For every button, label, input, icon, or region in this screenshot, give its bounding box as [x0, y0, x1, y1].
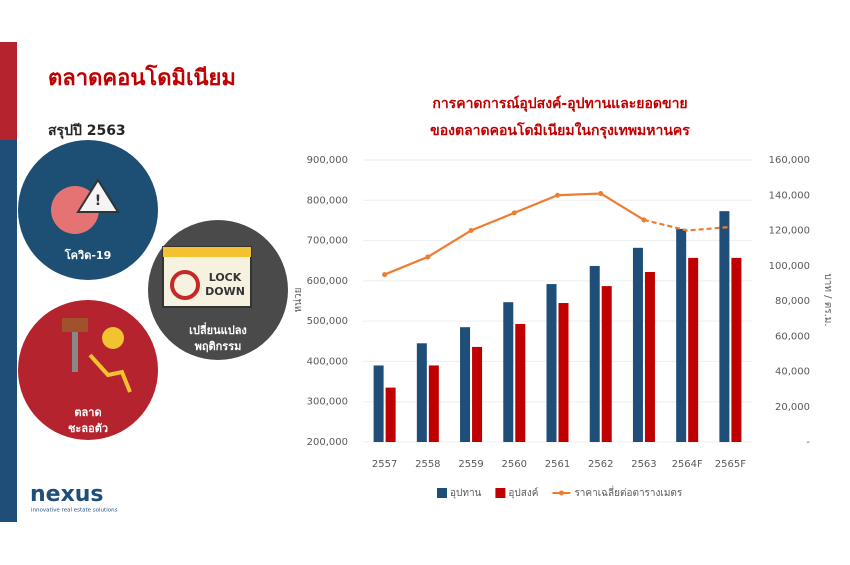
x-tick-label: 2562	[588, 459, 613, 470]
x-tick-label: 2558	[415, 459, 440, 470]
topic-label: ชะลอตัว	[68, 422, 108, 435]
legend-swatch	[437, 488, 447, 498]
y2-tick-label: 100,000	[769, 261, 810, 272]
x-tick-label: 2564F	[672, 459, 703, 470]
y2-tick-label: -	[806, 437, 810, 448]
topic-label: เปลี่ยนแปลง	[189, 322, 247, 337]
bar	[558, 303, 569, 442]
x-tick-label: 2559	[458, 459, 483, 470]
y-tick-label: 700,000	[307, 236, 348, 247]
chart-title: การคาดการณ์อุปสงค์-อุปทานและยอดขาย	[432, 95, 687, 112]
accent-bar	[0, 42, 17, 140]
gavel-icon	[62, 318, 88, 332]
bar	[644, 271, 655, 442]
bar	[601, 286, 612, 442]
lockdown-sign	[170, 270, 200, 300]
y2-tick-label: 160,000	[769, 155, 810, 166]
slide-title: ตลาดคอนโดมิเนียม	[48, 64, 236, 91]
x-tick-label: 2565F	[715, 459, 746, 470]
x-tick-label: 2563	[631, 459, 656, 470]
topic-label: โควิด-19	[64, 248, 111, 262]
legend-label: ราคาเฉลี่ยต่อตารางเมตร	[574, 485, 682, 499]
y2-tick-label: 140,000	[769, 190, 810, 201]
slide-subtitle: สรุปปี 2563	[48, 123, 126, 139]
topic-label: พฤติกรรม	[195, 340, 242, 353]
legend-swatch	[558, 490, 564, 496]
x-tick-label: 2560	[502, 459, 527, 470]
bar	[472, 346, 483, 442]
y2-axis-title: บาท / ตร.ม.	[822, 273, 833, 326]
bar	[546, 284, 557, 442]
legend-swatch	[495, 488, 506, 498]
x-tick-label: 2561	[545, 459, 570, 470]
line-marker	[511, 210, 517, 216]
y-tick-label: 400,000	[307, 356, 348, 367]
trend-icon	[88, 353, 132, 393]
y2-tick-label: 60,000	[775, 331, 810, 342]
bar	[589, 265, 600, 442]
bar	[688, 257, 699, 442]
line-marker	[555, 192, 560, 198]
bar	[731, 257, 742, 442]
x-tick-label: 2557	[372, 459, 397, 470]
y-tick-label: 500,000	[307, 316, 348, 327]
bar	[719, 211, 730, 442]
bar	[676, 228, 687, 442]
bar	[416, 343, 427, 442]
line-marker	[598, 190, 604, 196]
topic-label: ตลาด	[74, 406, 101, 419]
y-tick-label: 800,000	[307, 195, 348, 206]
y-tick-label: 900,000	[307, 155, 348, 166]
line-marker	[425, 254, 431, 260]
logo: nexus	[30, 482, 104, 507]
line-marker	[468, 228, 474, 233]
y-tick-label: 300,000	[307, 397, 348, 408]
gavel-icon	[72, 332, 78, 372]
legend-label: อุปทาน	[450, 488, 482, 499]
lockdown-text: LOCK	[209, 271, 242, 284]
line-marker	[382, 272, 388, 278]
bar	[385, 387, 396, 442]
bar	[460, 327, 471, 442]
y-tick-label: 200,000	[307, 437, 348, 448]
lockdown-text: DOWN	[205, 285, 245, 298]
accent-bar	[0, 140, 17, 522]
y-tick-label: 600,000	[307, 276, 348, 287]
warning-mark: !	[95, 193, 101, 209]
bar	[373, 365, 384, 442]
legend-label: อุปสงค์	[508, 487, 538, 499]
bar	[503, 302, 514, 442]
line-dashed	[643, 218, 731, 232]
bar	[428, 365, 439, 442]
logo-tagline: innovative real estate solutions	[31, 508, 118, 514]
lockdown-stripe	[163, 247, 251, 257]
y2-tick-label: 80,000	[775, 296, 810, 307]
warning-icon	[76, 178, 120, 213]
chart-subtitle: ของตลาดคอนโดมิเนียมในกรุงเทพมหานคร	[430, 121, 690, 139]
bar	[632, 247, 643, 442]
y2-tick-label: 20,000	[775, 402, 810, 413]
coin-icon	[102, 327, 124, 349]
bar	[515, 323, 526, 442]
y2-tick-label: 40,000	[775, 367, 810, 378]
line	[384, 192, 645, 276]
line-marker	[641, 217, 647, 223]
y2-tick-label: 120,000	[769, 226, 810, 237]
y-axis-title: หน่วย	[293, 288, 304, 313]
